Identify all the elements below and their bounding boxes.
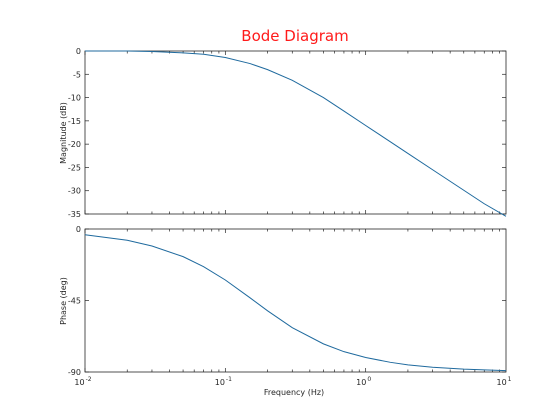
phase-x-tick-label: 101 bbox=[496, 376, 511, 387]
magnitude-y-tick-label: -25 bbox=[68, 163, 81, 172]
magnitude-series-line bbox=[85, 50, 507, 217]
magnitude-y-tick-label: -35 bbox=[68, 210, 81, 219]
magnitude-y-tick-label: -30 bbox=[68, 187, 81, 196]
phase-series-line bbox=[84, 234, 507, 372]
frequency-axis-label: Frequency (Hz) bbox=[264, 388, 324, 397]
magnitude-axis-label: Magnitude (dB) bbox=[59, 102, 68, 164]
magnitude-y-tick-label: -10 bbox=[68, 94, 81, 103]
magnitude-y-tick-label: -5 bbox=[73, 70, 81, 79]
magnitude-axes-box bbox=[84, 50, 507, 215]
phase-axis-label: Phase (deg) bbox=[59, 277, 68, 325]
chart-title: Bode Diagram bbox=[241, 27, 348, 45]
phase-x-tick-label: 100 bbox=[356, 376, 371, 387]
phase-x-tick-label: 10-1 bbox=[215, 376, 232, 387]
phase-y-tick-label: -45 bbox=[68, 297, 81, 306]
magnitude-y-tick-label: -20 bbox=[68, 140, 81, 149]
magnitude-y-tick-label: -15 bbox=[68, 117, 81, 126]
phase-y-tick-label: -90 bbox=[68, 368, 81, 377]
phase-y-tick-label: 0 bbox=[76, 225, 81, 234]
magnitude-y-tick-label: 0 bbox=[76, 47, 81, 56]
phase-axes-box bbox=[84, 228, 507, 373]
magnitude-plot: 0 -5 -10 -15 -20 -25 -30 -35 bbox=[68, 47, 507, 219]
phase-x-tick-label: 10-2 bbox=[74, 376, 91, 387]
